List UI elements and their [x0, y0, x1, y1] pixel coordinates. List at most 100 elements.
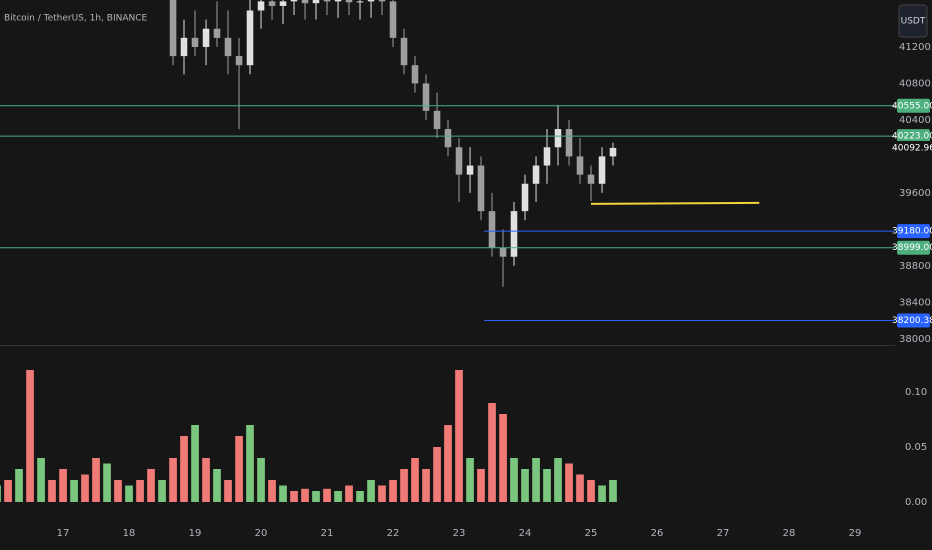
volume-bar: [158, 480, 166, 502]
level-tag-label: 40223.00: [892, 132, 932, 142]
candle-body: [455, 147, 463, 175]
candle-body: [510, 211, 518, 257]
volume-bar: [543, 469, 551, 502]
x-tick-label: 17: [57, 528, 70, 539]
candle-body: [422, 83, 430, 111]
volume-bar: [488, 403, 496, 502]
x-tick-label: 29: [849, 528, 862, 539]
volume-bar: [191, 425, 199, 502]
volume-bar: [422, 469, 430, 502]
volume-bar: [565, 463, 573, 502]
currency-label[interactable]: USDT: [901, 17, 926, 27]
volume-bar: [213, 469, 221, 502]
candle-body: [367, 0, 375, 2]
volume-bar: [345, 485, 353, 502]
candle-body: [268, 1, 276, 6]
x-tick-label: 18: [123, 528, 136, 539]
trend-line: [591, 201, 760, 205]
x-tick-label: 21: [321, 528, 334, 539]
volume-bar: [411, 458, 419, 502]
x-tick-label: 26: [651, 528, 664, 539]
price-pane: [0, 0, 895, 322]
x-tick-label: 24: [519, 528, 532, 539]
candle-body: [466, 165, 474, 175]
candle-body: [235, 56, 243, 66]
y-tick-label: 41200.00: [899, 42, 932, 53]
volume-bar: [378, 485, 386, 502]
level-tag: [897, 224, 930, 239]
volume-bar: [26, 370, 34, 502]
volume-bar: [180, 436, 188, 502]
level-tag: [897, 98, 930, 113]
y-tick-label: 0.05: [905, 442, 927, 453]
volume-bar: [257, 458, 265, 502]
volume-bar: [389, 480, 397, 502]
y-tick-label: 39600.00: [899, 188, 932, 199]
volume-bar: [103, 463, 111, 502]
volume-bar: [279, 485, 287, 502]
volume-bar: [246, 425, 254, 502]
volume-bar: [510, 458, 518, 502]
volume-bar: [0, 485, 1, 502]
volume-pane: [0, 370, 617, 502]
y-tick-label: 0.00: [905, 497, 927, 508]
y-tick-label: 40800.00: [899, 78, 932, 89]
volume-bar: [587, 480, 595, 502]
candle-body: [312, 0, 320, 4]
candle-body: [279, 1, 287, 6]
candle-body: [488, 211, 496, 248]
volume-bar: [290, 491, 298, 502]
y-tick-label: 38800.00: [899, 261, 932, 272]
candle-body: [554, 129, 562, 148]
volume-bar: [92, 458, 100, 502]
candle-body: [191, 37, 199, 47]
axes: 41200.00 40800.00 40400.00 39600.00 38800.00…: [57, 42, 932, 539]
volume-bar: [4, 480, 12, 502]
y-tick-label: 40400.00: [899, 115, 932, 126]
candle-body: [202, 28, 210, 47]
x-tick-label: 22: [387, 528, 400, 539]
candle-body: [290, 0, 298, 2]
volume-bar: [356, 491, 364, 502]
volume-bar: [301, 488, 309, 502]
volume-bar: [81, 474, 89, 502]
volume-bar: [59, 469, 67, 502]
x-tick-label: 20: [255, 528, 268, 539]
volume-bar: [576, 474, 584, 502]
candle-body: [532, 165, 540, 184]
currency-button[interactable]: [898, 4, 928, 38]
level-tag-label: 39180.00: [892, 227, 932, 237]
candle-body: [224, 37, 232, 57]
volume-bar: [235, 436, 243, 502]
volume-bar: [367, 480, 375, 502]
last-price-label: 40092.96: [892, 143, 932, 153]
chart-title: Bitcoin / TetherUS, 1h, BINANCE: [4, 14, 148, 24]
volume-bar: [114, 480, 122, 502]
volume-bar: [202, 458, 210, 502]
y-tick-label: 38400.00: [899, 297, 932, 308]
volume-bar: [70, 480, 78, 502]
candle-body: [345, 0, 353, 3]
y-tick-label: 0.10: [905, 387, 927, 398]
level-tag: [897, 129, 930, 144]
candle-body: [257, 1, 265, 11]
volume-bar: [15, 469, 23, 502]
candle-body: [400, 37, 408, 66]
candle-body: [444, 129, 452, 148]
volume-bar: [136, 480, 144, 502]
volume-bar: [312, 491, 320, 502]
candle-body: [587, 174, 595, 184]
volume-bar: [444, 425, 452, 502]
candle-body: [499, 247, 507, 257]
volume-bar: [598, 485, 606, 502]
candle-body: [477, 165, 485, 212]
candle-body: [301, 0, 309, 4]
volume-bar: [48, 480, 56, 502]
volume-bar: [477, 469, 485, 502]
volume-bar: [169, 458, 177, 502]
candle-body: [356, 1, 364, 3]
x-tick-label: 23: [453, 528, 466, 539]
level-tag-label: 40555.00: [892, 101, 932, 111]
candle-body: [521, 183, 529, 212]
